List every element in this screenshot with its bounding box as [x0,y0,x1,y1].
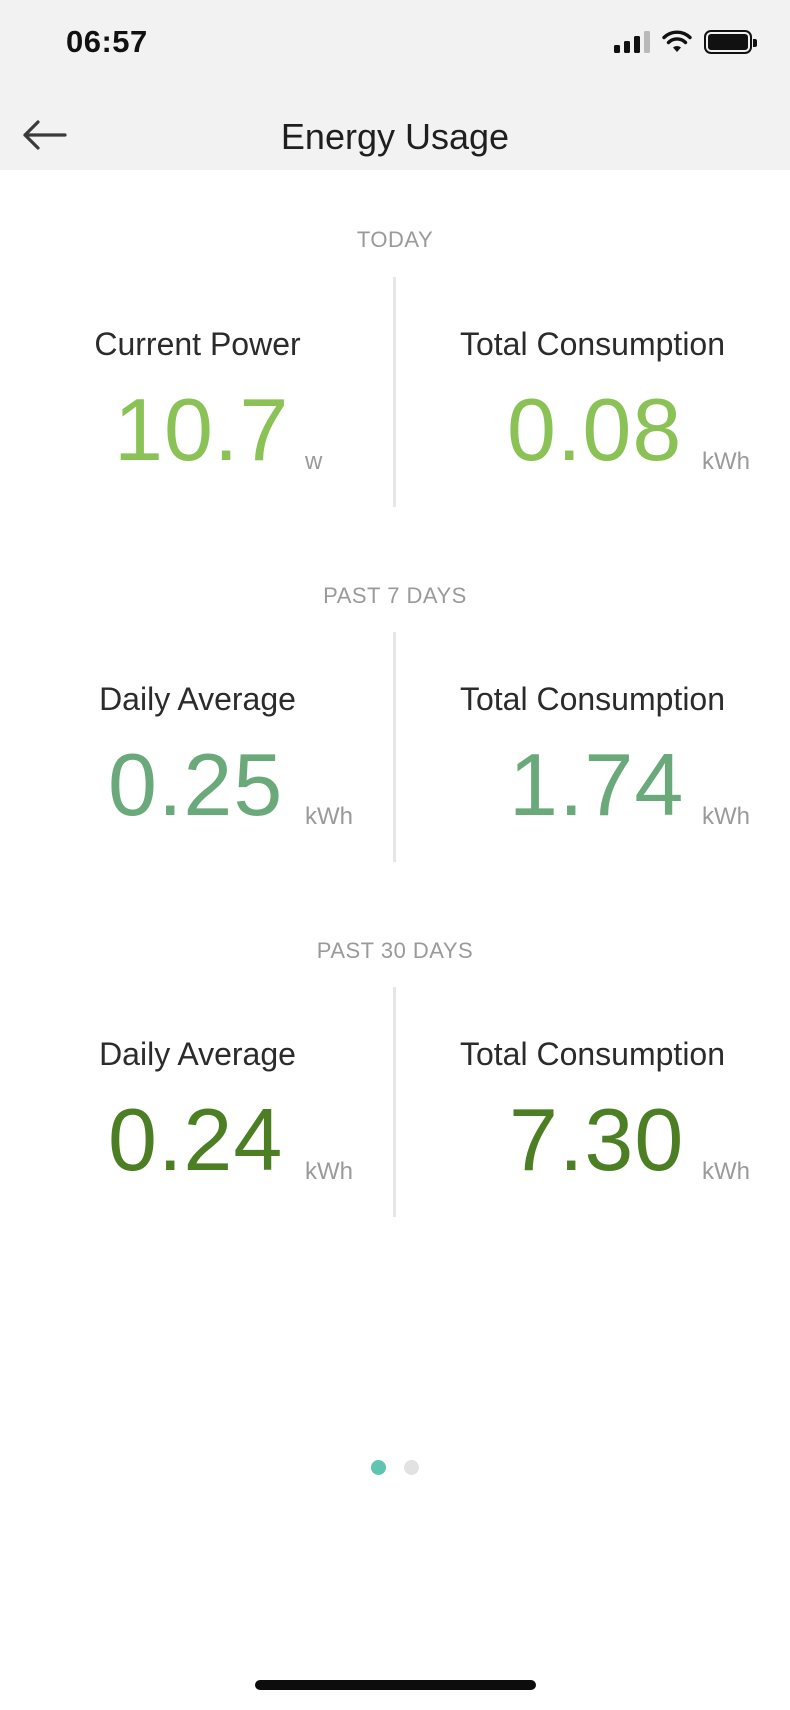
page-dot-1[interactable] [371,1460,386,1475]
stat-unit: kWh [305,1158,353,1185]
stat-title: Total Consumption [459,681,726,717]
battery-icon [704,30,757,54]
divider [393,987,396,1217]
stat-unit: kWh [305,803,353,830]
stat-title: Current Power [94,326,301,362]
back-button[interactable] [16,112,72,158]
divider [393,632,396,862]
stat-unit: kWh [702,803,750,830]
stat-value: 0.08 [507,380,683,479]
stat-title: Daily Average [99,681,296,717]
stat-unit: kWh [702,1158,750,1185]
stat-unit: w [305,448,323,475]
stat-value: 10.7 [114,380,290,479]
stat-value: 7.30 [509,1090,685,1189]
page-dot-2[interactable] [404,1460,419,1475]
stat-title: Total Consumption [459,326,726,362]
stat-unit: kWh [702,448,750,475]
arrow-left-icon [23,120,67,150]
status-time: 06:57 [66,24,148,59]
header: 06:57 Energy Usage [0,0,790,170]
section-label-past-30-days: PAST 30 DAYS [316,938,474,963]
home-indicator[interactable] [255,1680,536,1690]
stat-value: 1.74 [509,735,685,834]
page-indicator [0,1460,790,1475]
stat-value: 0.24 [108,1090,284,1189]
wifi-icon [662,30,692,52]
stat-title: Total Consumption [459,1036,726,1072]
cellular-signal-icon [614,31,650,53]
status-icons [614,28,757,56]
stat-value: 0.25 [108,735,284,834]
stat-title: Daily Average [99,1036,296,1072]
page-title: Energy Usage [280,116,510,157]
section-label-today: TODAY [356,227,434,252]
section-label-past-7-days: PAST 7 DAYS [323,583,467,608]
divider [393,277,396,507]
